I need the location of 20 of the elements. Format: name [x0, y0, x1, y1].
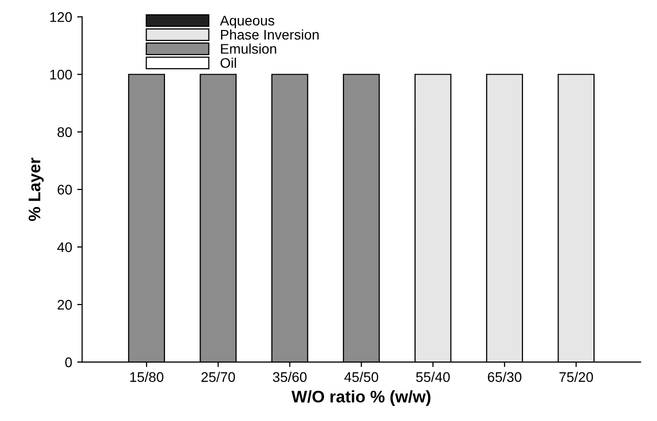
x-tick-label: 15/80: [130, 372, 164, 382]
x-tick-label: 75/20: [559, 372, 593, 382]
legend-label: Phase Inversion: [221, 29, 319, 40]
x-tick-label: 65/30: [488, 372, 522, 382]
y-tick-label: 60: [58, 184, 72, 195]
y-tick-label: 20: [58, 300, 72, 310]
y-tick-label: 40: [57, 242, 72, 252]
y-axis-title: % Layer: [28, 158, 44, 221]
x-tick-label: 45/50: [344, 372, 378, 382]
x-tick-label: 55/40: [416, 372, 450, 382]
x-axis-title: W/O ratio % (w/w): [291, 390, 430, 406]
x-tick-label: 25/70: [201, 372, 235, 382]
y-tick-label: 80: [58, 127, 72, 138]
legend-label: Oil: [220, 58, 236, 68]
y-tick-label: 0: [65, 357, 72, 368]
x-tick-label: 35/60: [272, 372, 307, 382]
y-tick-label: 120: [50, 12, 72, 22]
legend-label: Emulsion: [221, 44, 276, 54]
y-tick-label: 100: [50, 70, 72, 80]
legend-label: Aqueous: [220, 16, 274, 28]
